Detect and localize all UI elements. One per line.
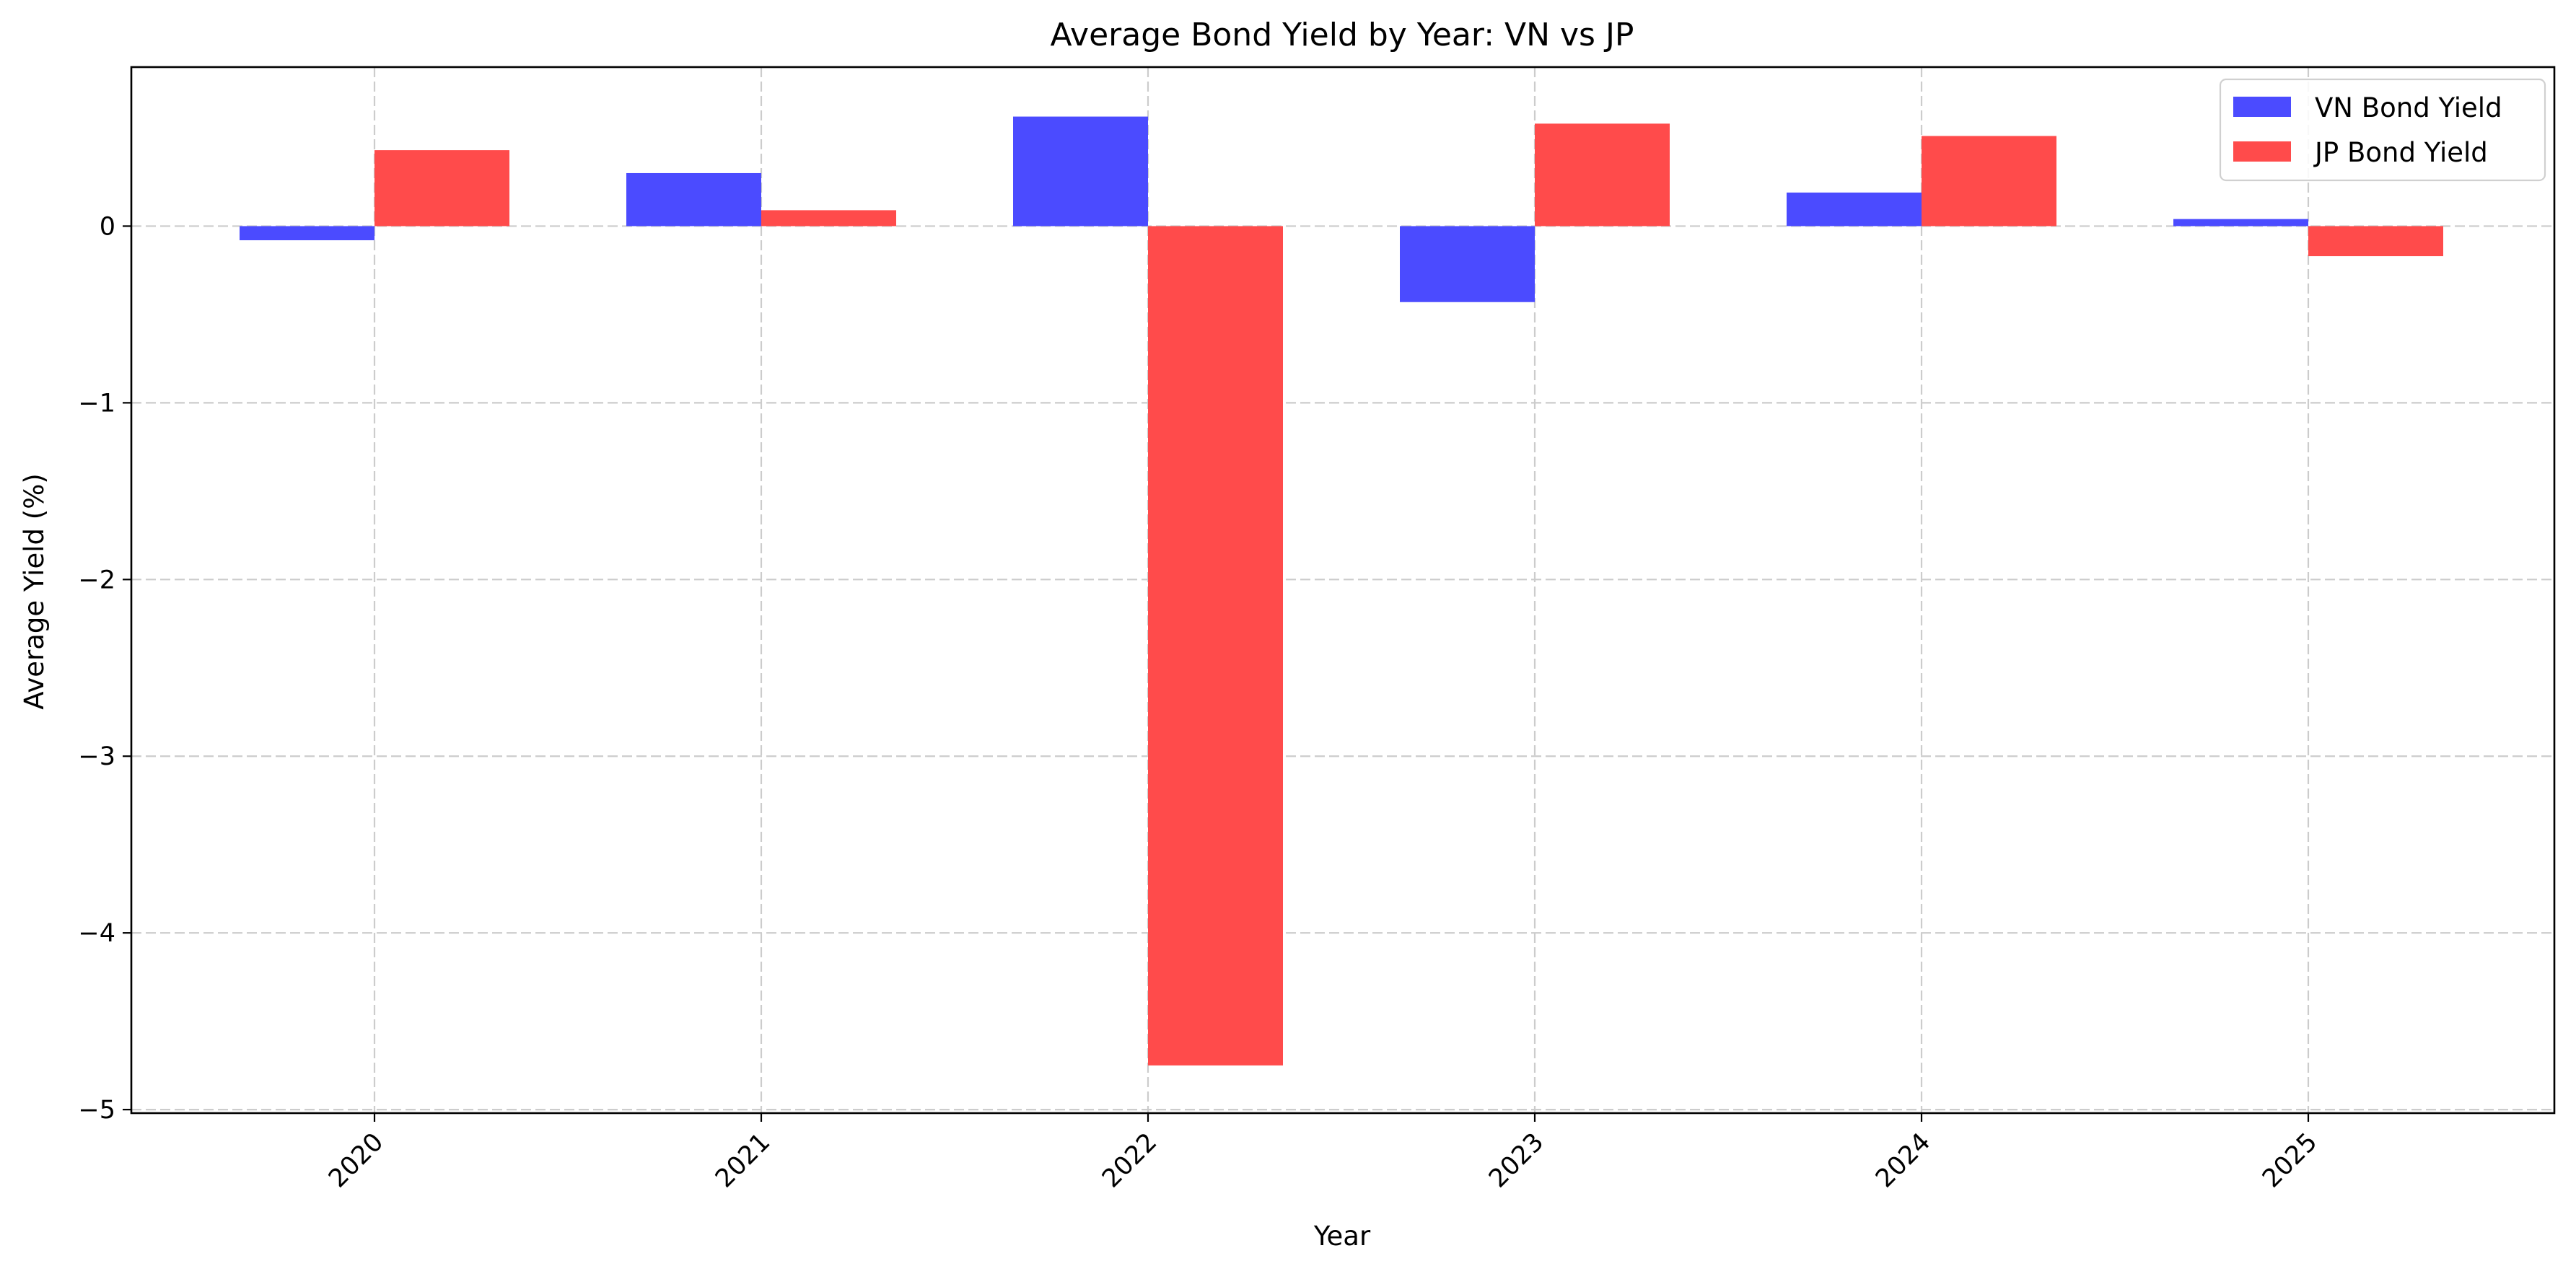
y-tick-label: −2 — [78, 566, 115, 594]
legend-swatch-jp — [2233, 141, 2291, 162]
plot-frame — [130, 66, 2556, 1115]
legend-swatch-vn — [2233, 97, 2291, 117]
bar-vn-2023 — [1400, 226, 1535, 302]
y-tick-label: −5 — [78, 1096, 115, 1125]
bar-jp-2022 — [1148, 226, 1283, 1066]
y-tick-label: −3 — [78, 742, 115, 771]
bar-vn-2024 — [1787, 192, 1922, 227]
bar-jp-2021 — [761, 210, 896, 227]
chart-title: Average Bond Yield by Year: VN vs JP — [1051, 17, 1634, 53]
y-tick-label: −4 — [78, 919, 115, 948]
y-axis-label: Average Yield (%) — [19, 473, 50, 710]
bar-jp-2023 — [1535, 123, 1670, 227]
bar-vn-2022 — [1013, 116, 1148, 227]
y-tick-label: 0 — [100, 212, 115, 241]
legend-label-jp: JP Bond Yield — [2313, 137, 2488, 168]
bar-vn-2025 — [2173, 219, 2308, 227]
bar-jp-2020 — [374, 150, 509, 227]
bar-vn-2021 — [626, 172, 761, 227]
legend-box — [2219, 78, 2546, 182]
legend: VN Bond Yield JP Bond Yield — [2219, 78, 2546, 182]
bar-jp-2025 — [2308, 226, 2443, 257]
y-tick-label: −1 — [78, 389, 115, 418]
bars — [240, 116, 2443, 1066]
legend-label-vn: VN Bond Yield — [2315, 92, 2502, 123]
bar-jp-2024 — [1922, 136, 2056, 227]
x-axis-label: Year — [1313, 1221, 1371, 1252]
bar-vn-2020 — [240, 226, 374, 241]
